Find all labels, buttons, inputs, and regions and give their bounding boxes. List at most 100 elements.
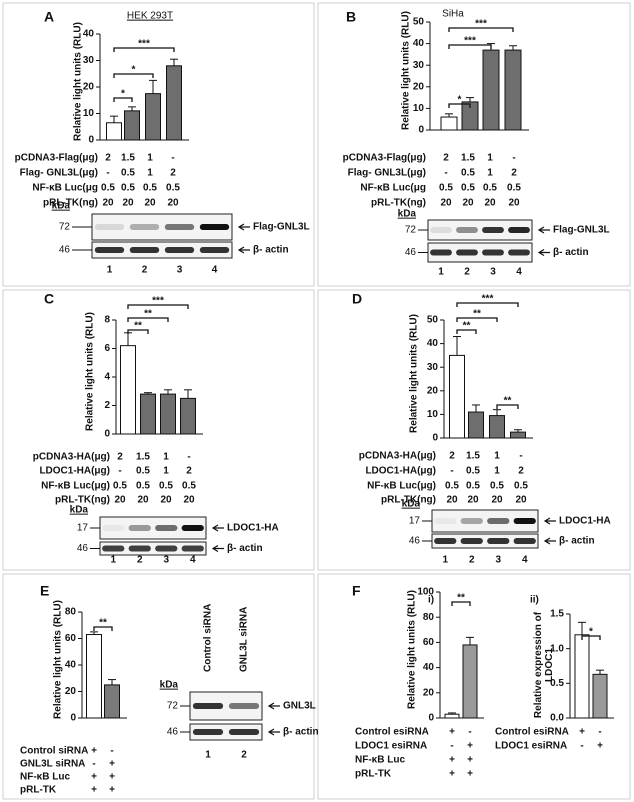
y-tick-label: 80 [423, 612, 435, 623]
y-tick-label: 10 [427, 409, 439, 420]
treatment-cell: 20 [515, 495, 527, 506]
treatment-cell: 0.5 [445, 481, 459, 492]
treatment-cell: 0.5 [121, 183, 135, 194]
blot-band [456, 227, 478, 233]
panel-frame [317, 573, 631, 800]
blot-band [155, 525, 178, 531]
blot-arrow [211, 544, 224, 553]
bar [462, 644, 478, 719]
treatment-cell: + [449, 727, 455, 738]
treatment-cell: 1 [147, 153, 153, 164]
blot-marker: 46 [409, 536, 421, 547]
blot-lane: 2 [142, 265, 148, 276]
treatment-cell: 20 [440, 198, 452, 209]
treatment-label: pCDNA3-Flag(μg) [15, 153, 98, 164]
treatment-cell: 0.5 [466, 466, 480, 477]
y-tick-label: 30 [83, 55, 95, 66]
significance-label: *** [138, 39, 150, 50]
panel-letter: C [44, 291, 54, 307]
significance-label: ** [473, 309, 481, 320]
significance-label: ** [99, 618, 107, 629]
treatment-cell: + [109, 759, 115, 770]
blot-lane: 4 [522, 555, 528, 566]
blot-band [181, 545, 204, 552]
significance-label: *** [464, 36, 476, 47]
y-tick-label: 0 [432, 433, 438, 444]
significance-bracket [456, 317, 498, 322]
blot-lane: 1 [442, 555, 448, 566]
significance-label: * [121, 89, 125, 100]
significance-bracket [456, 302, 519, 307]
treatment-cell: 1.5 [136, 452, 150, 463]
blot-band [199, 247, 230, 253]
blot-band [164, 247, 195, 253]
y-tick-label: 0 [104, 429, 110, 440]
blot-unit: kDa [160, 680, 179, 691]
bar [145, 93, 161, 141]
treatment-cell: + [91, 746, 97, 757]
y-tick-label: 60 [65, 633, 77, 644]
y-axis-label: Relative light units (RLU) [72, 22, 84, 141]
y-tick-label: 100 [417, 587, 434, 598]
treatment-cell: - [512, 153, 515, 164]
treatment-cell: 0.5 [483, 183, 497, 194]
blot-arrow [237, 223, 250, 231]
treatment-cell: 20 [484, 198, 496, 209]
y-tick-label: 4 [104, 372, 110, 383]
treatment-cell: + [579, 727, 585, 738]
panel-frame [2, 573, 315, 800]
panel-frame [2, 2, 315, 287]
blot-lane: 3 [177, 265, 183, 276]
y-tick-label: 1.0 [550, 643, 564, 654]
chart-title: HEK 293T [127, 11, 173, 22]
blot-unit: kDa [70, 505, 89, 516]
treatment-cell: 1 [494, 451, 500, 462]
treatment-label: pRL-TK(ng) [381, 495, 436, 506]
significance-label: *** [152, 296, 164, 307]
blot-band [155, 545, 178, 552]
treatment-cell: - [580, 741, 583, 752]
treatment-cell: 0.5 [136, 481, 150, 492]
y-tick-label: 2 [104, 400, 110, 411]
blot-marker: 46 [167, 727, 179, 738]
significance-label: ** [134, 321, 142, 332]
blot-arrow [543, 517, 556, 525]
treatment-label: Control siRNA [20, 746, 88, 757]
blot-band [164, 224, 195, 230]
blot-band [181, 525, 204, 531]
y-tick-label: 40 [427, 338, 439, 349]
bar [166, 65, 182, 141]
treatment-label: NF-κB Luc(μg [360, 183, 426, 194]
treatment-cell: 0.5 [159, 481, 173, 492]
treatment-cell: 1 [494, 466, 500, 477]
blot-band-label: GNL3L [283, 701, 316, 712]
y-axis-label: Relative expression of LDOC1 [533, 611, 555, 719]
treatment-cell: 1.5 [121, 153, 135, 164]
significance-label: ** [504, 396, 512, 407]
bar [468, 411, 484, 439]
bar [489, 415, 505, 439]
blot-lane: 2 [241, 750, 247, 761]
y-tick-label: 60 [423, 637, 435, 648]
blot-band [102, 525, 125, 531]
blot-unit: kDa [402, 499, 421, 510]
treatment-cell: 0.5 [143, 183, 157, 194]
treatment-label: NF-κB Luc(μg) [367, 481, 436, 492]
treatment-cell: 0.5 [490, 481, 504, 492]
treatment-cell: - [106, 168, 109, 179]
blot-band-label: β- actin [253, 245, 289, 256]
blot-band [434, 538, 457, 544]
y-tick-label: 10 [83, 108, 95, 119]
blot-band [128, 545, 151, 552]
significance-label: ** [457, 593, 465, 604]
significance-bracket [581, 635, 601, 640]
y-tick-label: 6 [104, 343, 110, 354]
treatment-cell: 2 [443, 153, 449, 164]
blot-band [482, 227, 504, 233]
blot-unit: kDa [398, 209, 417, 220]
bar [160, 393, 176, 435]
treatment-cell: - [450, 741, 453, 752]
treatment-cell: 0.5 [507, 183, 521, 194]
significance-bracket [448, 103, 471, 108]
